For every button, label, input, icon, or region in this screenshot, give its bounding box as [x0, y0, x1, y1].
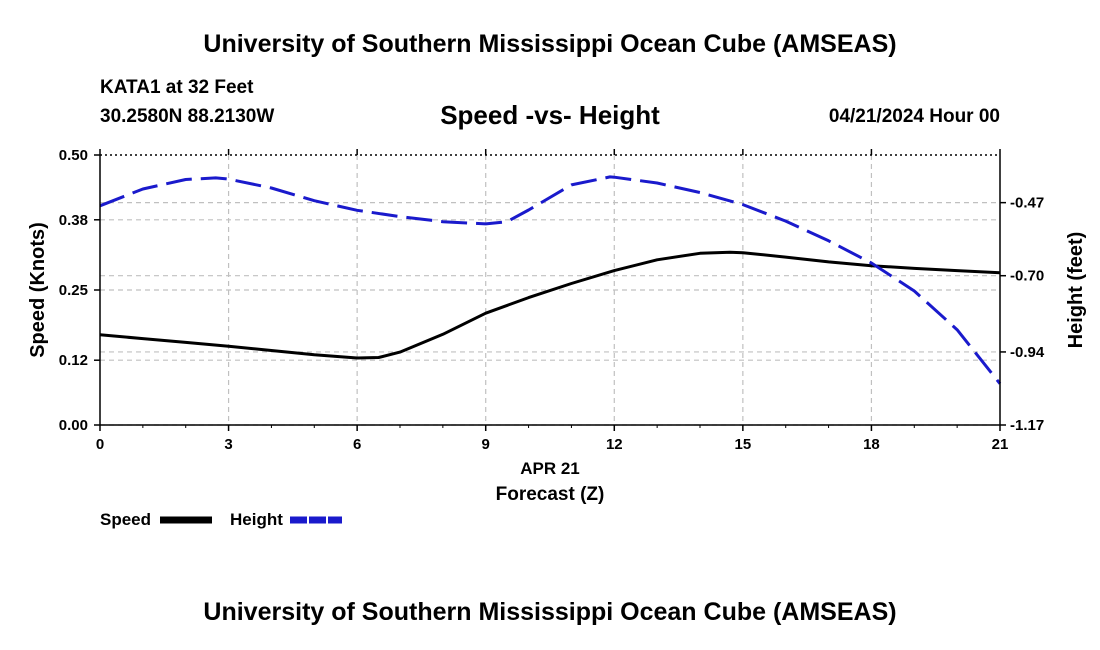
y2-tick-label: -0.70	[1010, 268, 1044, 285]
y-tick-label: 0.12	[59, 352, 88, 369]
speed-series-line	[99, 250, 1001, 360]
forecast-datetime: 04/21/2024 Hour 00	[828, 106, 1000, 127]
y-tick-label: 0.50	[59, 147, 88, 164]
x-tick-label: 3	[224, 436, 232, 453]
height-series-line	[99, 175, 1002, 385]
x-tick-label: 0	[96, 436, 104, 453]
legend-label-height: Height	[230, 510, 283, 529]
station-label: KATA1 at 32 Feet	[100, 77, 254, 98]
station-coordinates: 30.2580N 88.2130W	[100, 106, 275, 127]
chart-footer-title: University of Southern Mississippi Ocean…	[203, 598, 897, 626]
x-tick-label: 18	[863, 436, 880, 453]
x-tick-label: 12	[606, 436, 623, 453]
x-tick-label: 21	[992, 436, 1009, 453]
y-axis-title: Speed (Knots)	[27, 222, 49, 358]
y2-tick-label: -1.17	[1010, 417, 1044, 434]
y-tick-label: 0.25	[59, 282, 88, 299]
x-axis-title: Forecast (Z)	[496, 484, 605, 505]
y2-tick-label: -0.47	[1010, 195, 1044, 212]
x-tick-label: 9	[482, 436, 490, 453]
legend-layer: Speed Height	[100, 510, 342, 529]
y-tick-label: 0.00	[59, 417, 88, 434]
x-tick-label: 6	[353, 436, 361, 453]
x-date-label: APR 21	[520, 459, 580, 478]
legend-label-speed: Speed	[100, 510, 151, 529]
chart-subtitle: Speed -vs- Height	[440, 100, 660, 130]
x-tick-label: 15	[735, 436, 752, 453]
y2-axis-title: Height (feet)	[1065, 232, 1087, 349]
y-tick-label: 0.38	[59, 212, 88, 229]
axes-layer: 0 3 6 9 12 15 18 21 0.00 0.12 0.25 0.38 0.50 -0.47 -0.…	[27, 147, 1087, 505]
chart-main-title: University of Southern Mississippi Ocean…	[203, 30, 897, 58]
series-layer	[99, 175, 1002, 385]
y2-tick-label: -0.94	[1010, 344, 1045, 361]
